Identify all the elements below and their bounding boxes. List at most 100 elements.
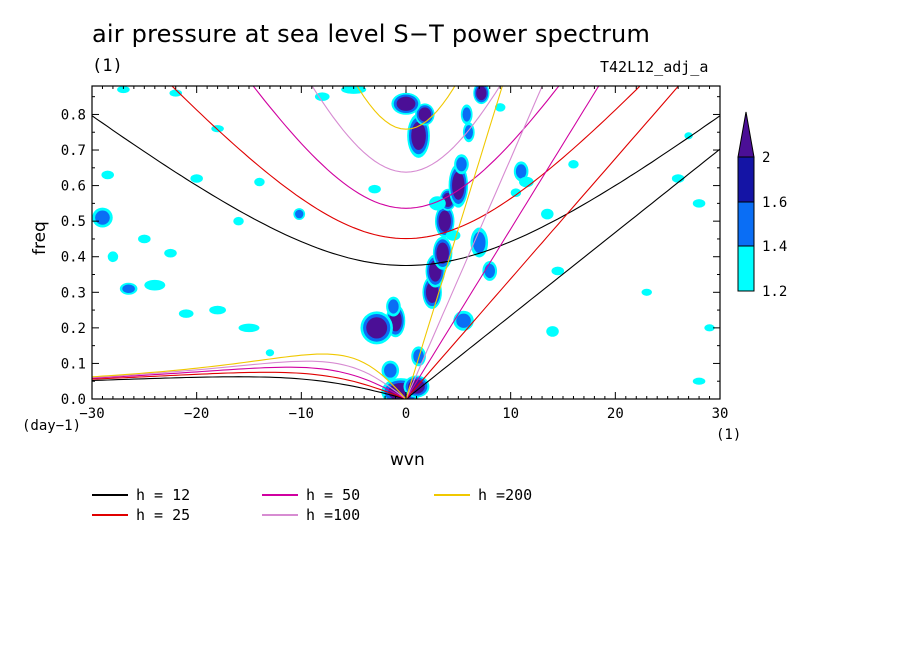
legend: h = 12 h = 25 h = 50 h =100 h =200 [92, 486, 572, 526]
x-axis-label: wvn [390, 450, 425, 470]
y-tick-label: 0.3 [61, 285, 86, 301]
spectral-peak-28-level-0 [265, 349, 275, 357]
spectral-peak-30-level-0 [178, 309, 194, 318]
y-axis-label: freq [30, 221, 50, 255]
spectral-peak-16-level-2 [411, 121, 426, 151]
legend-swatch-h100 [262, 514, 298, 516]
spectral-peak-6-level-1 [413, 349, 424, 364]
y-axis-unit: (day−1) [22, 418, 82, 434]
y-tick-label: 0.7 [61, 143, 86, 159]
spectral-peak-25-level-0 [541, 208, 554, 220]
spectral-peak-13-level-1 [456, 157, 467, 172]
spectral-peak-39-level-0 [117, 86, 130, 94]
legend-item-h25: h = 25 [92, 506, 190, 524]
spectral-peak-51-level-0 [684, 132, 693, 140]
inertia-gravity-curve-h100 [311, 86, 501, 173]
x-tick-label: −30 [79, 406, 104, 422]
rossby-wave-curve-h50 [92, 366, 407, 399]
spectral-peak-14-level-1 [464, 125, 473, 140]
spectral-peak-31-level-0 [238, 323, 260, 333]
spectral-peak-12-level-2 [452, 171, 465, 200]
inertia-gravity-curve-h25 [171, 86, 641, 240]
y-tick-label: 0.0 [61, 392, 86, 408]
chart-run-label: T42L12_adj_a [600, 58, 709, 76]
legend-label-h100: h =100 [306, 506, 361, 524]
legend-swatch-h50 [262, 494, 298, 496]
legend-item-h50: h = 50 [262, 486, 360, 504]
spectral-peak-35-level-0 [107, 251, 119, 263]
colorbar-bin-1.6 [737, 156, 755, 203]
x-tick-label: −10 [289, 406, 314, 422]
spectral-peak-22-level-1 [456, 313, 471, 328]
legend-label-h50: h = 50 [306, 486, 361, 504]
x-axis-unit: (1) [716, 427, 742, 443]
y-tick-label: 0.4 [61, 250, 86, 266]
spectral-peak-9-level-2 [436, 242, 449, 264]
legend-label-h12: h = 12 [136, 486, 191, 504]
spectral-peak-53-level-0 [368, 184, 381, 194]
spectral-peak-20-level-1 [472, 231, 486, 254]
plot-area [92, 86, 720, 399]
legend-item-h12: h = 12 [92, 486, 190, 504]
spectral-peak-4-level-2 [366, 317, 388, 339]
spectral-peak-47-level-0 [692, 199, 706, 208]
spectral-peak-5-level-1 [388, 299, 399, 314]
spectral-peak-19-level-2 [476, 86, 487, 101]
colorbar-extend-arrow [737, 111, 755, 158]
spectral-peak-55-level-0 [510, 188, 522, 197]
inertia-gravity-curve-h200 [356, 86, 456, 130]
spectral-peak-23-level-1 [515, 164, 527, 179]
x-tick-label: 30 [712, 406, 729, 422]
spectral-peak-37-level-0 [138, 234, 151, 244]
spectral-peak-27-level-1 [295, 209, 304, 219]
spectral-peak-38-level-0 [101, 170, 114, 180]
rossby-wave-curve-h12 [92, 376, 407, 399]
spectral-peak-43-level-0 [341, 86, 367, 94]
spectral-peak-54-level-0 [494, 103, 506, 112]
spectral-peak-24-level-0 [519, 176, 534, 188]
spectral-peak-42-level-0 [254, 177, 265, 187]
x-tick-label: −20 [184, 406, 209, 422]
kelvin-wave-curve-h12 [405, 148, 720, 399]
spectral-peak-17-level-2 [418, 107, 432, 122]
spectral-peak-10-level-2 [438, 210, 452, 232]
spectral-peak-26-level-0 [546, 326, 559, 337]
kelvin-wave-curve-h100 [405, 86, 543, 399]
y-tick-label: 0.6 [61, 179, 86, 195]
legend-item-h100: h =100 [262, 506, 360, 524]
spectral-peak-33-level-1 [122, 284, 135, 294]
spectral-peak-2-level-1 [384, 363, 397, 378]
y-tick-label: 0.2 [61, 321, 86, 337]
colorbar-label: 1.4 [762, 239, 787, 255]
colorbar-bin-1.4 [737, 201, 755, 247]
spectral-peak-49-level-0 [692, 377, 706, 385]
rossby-wave-curve-h200 [92, 353, 407, 399]
chart-title: air pressure at sea level S−T power spec… [92, 20, 651, 48]
rossby-wave-curve-h100 [92, 360, 407, 399]
dispersion-curves-group [92, 86, 720, 399]
kelvin-wave-curve-h200 [405, 86, 503, 399]
spectral-peak-48-level-0 [641, 288, 652, 296]
legend-swatch-h12 [92, 494, 128, 496]
chart-subtitle-unit: (1) [92, 56, 123, 76]
spectral-peak-56-level-0 [551, 266, 565, 276]
spectral-peak-52-level-0 [314, 92, 330, 101]
inertia-gravity-curve-h50 [252, 86, 560, 209]
legend-label-h25: h = 25 [136, 506, 191, 524]
spectral-peak-32-level-0 [144, 279, 166, 291]
y-tick-label: 0.8 [61, 107, 86, 123]
spectral-peak-58-level-0 [233, 216, 244, 226]
spectral-peak-18-level-2 [396, 96, 416, 111]
rossby-wave-curve-h25 [92, 371, 407, 399]
x-tick-label: 20 [607, 406, 624, 422]
kelvin-wave-curve-h25 [405, 86, 680, 399]
legend-swatch-h25 [92, 514, 128, 516]
inertia-gravity-curve-h12 [92, 115, 720, 267]
y-tick-label: 0.1 [61, 356, 86, 372]
spectral-peak-40-level-0 [169, 89, 183, 97]
y-tick-label: 0.5 [61, 214, 86, 230]
colorbar-bin-1.2 [737, 245, 755, 292]
spectral-peak-15-level-1 [462, 107, 471, 122]
colorbar-label: 1.6 [762, 195, 787, 211]
